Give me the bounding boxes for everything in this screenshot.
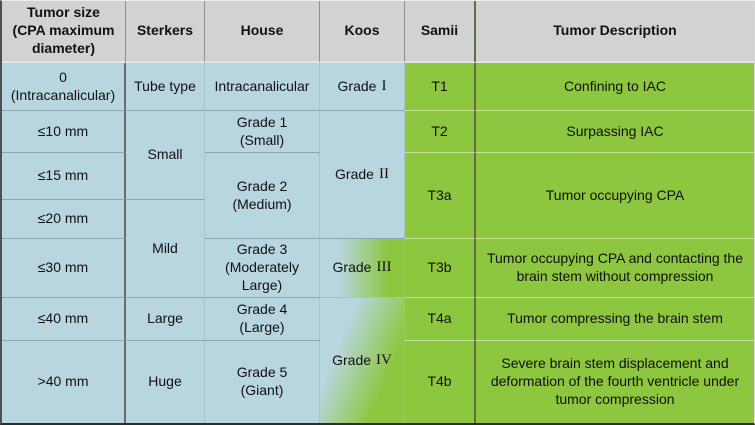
koos-grade-1-label: Grade bbox=[337, 77, 377, 94]
col-header-house: House bbox=[205, 1, 320, 63]
col-header-sterkers: Sterkers bbox=[126, 1, 205, 63]
cell-koos-grade-2: Grade II bbox=[320, 111, 405, 239]
cell-sterkers-mild: Mild bbox=[126, 200, 205, 298]
cell-size-over-40mm: >40 mm bbox=[2, 341, 126, 423]
koos-grade-4-label: Grade bbox=[332, 351, 372, 368]
koos-grade-2-label: Grade bbox=[335, 165, 374, 182]
cell-house-grade-2: Grade 2 (Medium) bbox=[205, 153, 320, 239]
cell-samii-t4a: T4a bbox=[405, 298, 476, 341]
cell-house-grade-3: Grade 3 (Moderately Large) bbox=[205, 239, 320, 298]
cell-koos-grade-4: Grade IV bbox=[320, 298, 405, 423]
col-header-tumor-size: Tumor size (CPA maximum diameter) bbox=[2, 1, 126, 63]
cell-desc-t1: Confining to IAC bbox=[476, 63, 754, 111]
cell-house-grade-1: Grade 1 (Small) bbox=[205, 111, 320, 153]
koos-grade-4-numeral: IV bbox=[376, 351, 392, 368]
cell-desc-t3b: Tumor occupying CPA and contacting the b… bbox=[476, 239, 754, 298]
cell-samii-t3b: T3b bbox=[405, 239, 476, 298]
cell-samii-t3a: T3a bbox=[405, 153, 476, 239]
cell-desc-t4b: Severe brain stem displacement and defor… bbox=[476, 341, 754, 423]
cell-koos-grade-3: Grade III bbox=[320, 239, 405, 298]
cell-samii-t2: T2 bbox=[405, 111, 476, 153]
koos-grade-1-numeral: I bbox=[381, 77, 387, 94]
cell-house-grade-5: Grade 5 (Giant) bbox=[205, 341, 320, 423]
koos-grade-3-label: Grade bbox=[332, 259, 372, 276]
cell-desc-t2: Surpassing IAC bbox=[476, 111, 754, 153]
cell-size-15mm: ≤15 mm bbox=[2, 153, 126, 200]
cell-sterkers-tube-type: Tube type bbox=[126, 63, 205, 111]
cell-sterkers-small: Small bbox=[126, 111, 205, 200]
cell-samii-t1: T1 bbox=[405, 63, 476, 111]
cell-size-30mm: ≤30 mm bbox=[2, 239, 126, 298]
col-header-koos: Koos bbox=[320, 1, 405, 63]
cell-desc-t4a: Tumor compressing the brain stem bbox=[476, 298, 754, 341]
cell-size-intracanalicular: 0 (Intracanalicular) bbox=[2, 63, 126, 111]
col-header-tumor-description: Tumor Description bbox=[476, 1, 754, 63]
cell-desc-t3a: Tumor occupying CPA bbox=[476, 153, 754, 239]
cell-size-20mm: ≤20 mm bbox=[2, 200, 126, 239]
cell-house-grade-4: Grade 4 (Large) bbox=[205, 298, 320, 341]
cell-sterkers-large: Large bbox=[126, 298, 205, 341]
cell-size-40mm: ≤40 mm bbox=[2, 298, 126, 341]
cell-house-intracanalicular: Intracanalicular bbox=[205, 63, 320, 111]
cell-size-10mm: ≤10 mm bbox=[2, 111, 126, 153]
koos-grade-2-numeral: II bbox=[378, 165, 389, 182]
col-header-samii: Samii bbox=[405, 1, 476, 63]
cell-sterkers-huge: Huge bbox=[126, 341, 205, 423]
cell-koos-grade-1: Grade I bbox=[320, 63, 405, 111]
koos-grade-3-numeral: III bbox=[376, 259, 392, 276]
cell-samii-t4b: T4b bbox=[405, 341, 476, 423]
